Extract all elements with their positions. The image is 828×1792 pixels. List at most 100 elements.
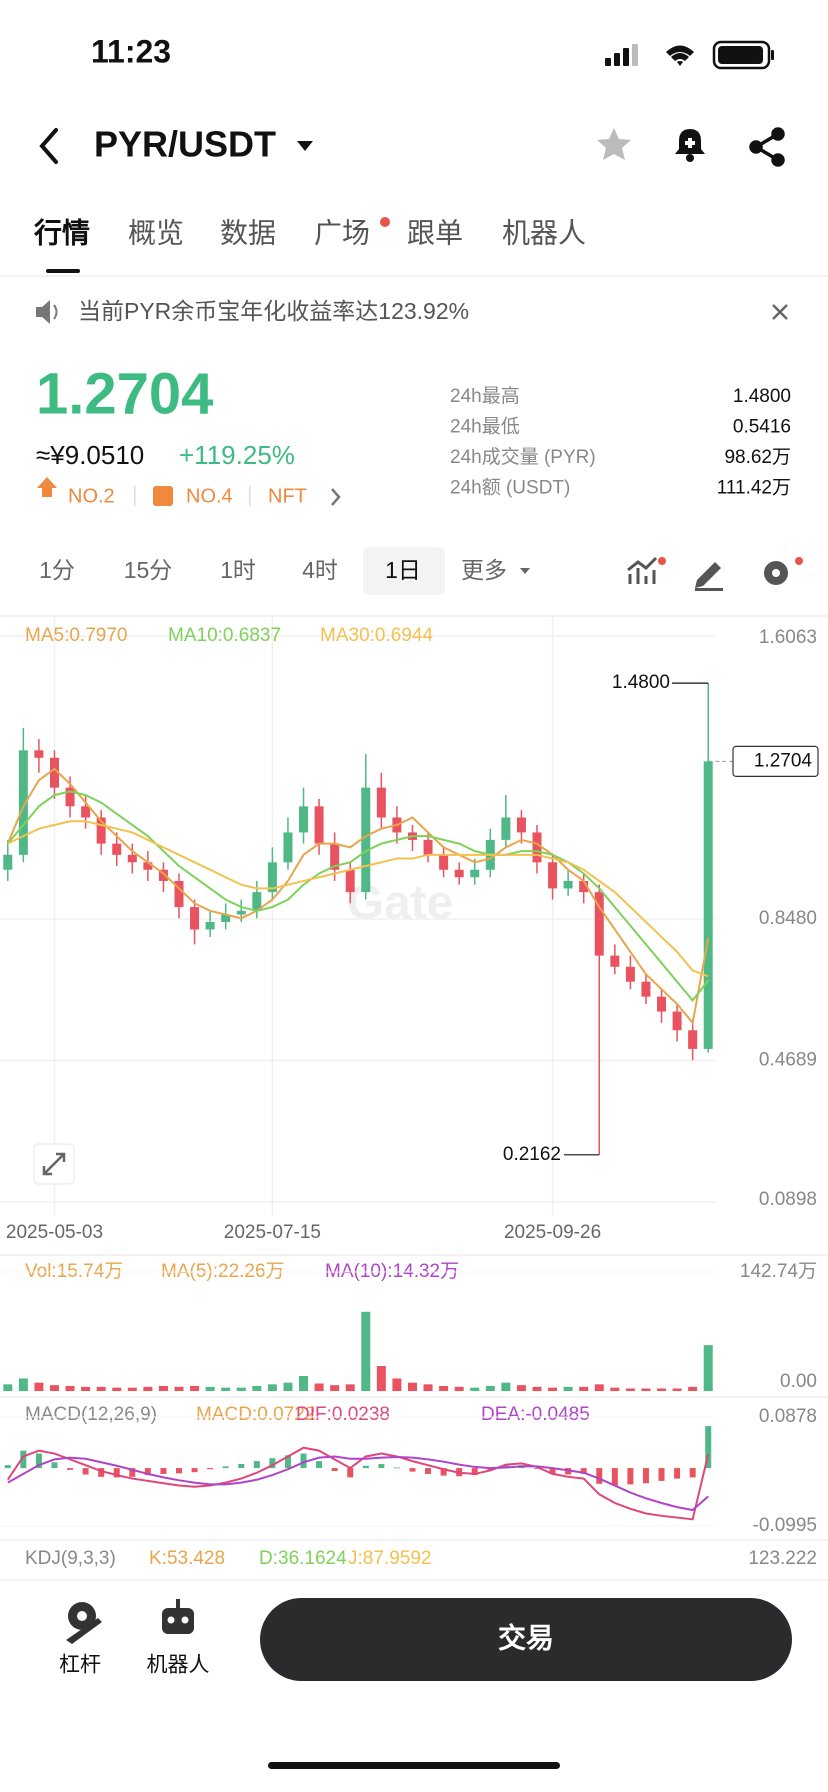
candle-body [361,787,371,893]
candle-body [423,839,433,855]
interval[interactable]: 1日 [385,557,421,583]
macd-bar [393,1467,400,1469]
trade-button-label[interactable]: 交易 [498,1621,554,1653]
interval[interactable]: 1分 [39,557,75,583]
pair-title[interactable]: PYR/USDT [94,124,276,165]
active-tab-indicator [46,269,80,273]
candle-body [252,892,262,911]
volume-bar [392,1378,402,1391]
candle-body [454,869,464,878]
volume-bar [361,1311,371,1391]
candle-body [330,843,340,870]
back-button[interactable] [39,128,58,164]
candle-body [548,862,558,889]
interval[interactable]: 4时 [302,557,338,583]
bottom-item[interactable]: 杠杆 [59,1654,101,1677]
bottom-item[interactable]: 机器人 [147,1654,210,1677]
macd-bar [440,1468,447,1476]
more-dropdown[interactable] [520,568,530,574]
legend-entry: MA5:0.7970 [25,625,127,646]
separator [249,486,251,506]
candle-body [688,1030,698,1049]
tab[interactable]: 跟单 [407,217,463,248]
badge-chevron[interactable] [331,488,341,506]
macd-bar [674,1468,681,1479]
share-icon[interactable] [749,127,785,167]
stat-value: 1.4800 [733,386,791,407]
volume-bar [641,1388,651,1391]
volume-bar [65,1385,75,1391]
ma-line [7,790,710,1002]
candle-body [641,981,651,997]
alert-icon[interactable] [675,129,705,162]
candle-body [470,869,480,878]
candle-body [516,817,526,833]
macd-bar [144,1468,151,1476]
badge[interactable]: NO.4 [186,485,233,507]
volume-bar [49,1385,59,1391]
pair-dropdown[interactable] [297,141,313,151]
trade-button[interactable] [260,1598,792,1681]
x-tick-label: 2025-07-15 [224,1222,321,1243]
volume-bar [672,1388,682,1391]
legend-entry: MA30:0.6944 [320,625,433,646]
interval[interactable]: 15分 [124,557,173,583]
divider [0,275,828,277]
macd-bar [534,1468,540,1469]
favorite-icon[interactable] [597,128,631,160]
tab[interactable]: 机器人 [502,217,586,248]
macd-bar [67,1468,74,1470]
volume-bar [18,1378,28,1391]
candle-body [703,761,713,1049]
volume-bar [532,1386,542,1391]
badge[interactable]: NFT [268,485,307,507]
volume-bar [221,1387,231,1391]
candle-body [49,757,59,788]
tab[interactable]: 数据 [220,217,276,248]
notice-text[interactable]: 当前PYR余币宝年化收益率达123.92% [78,298,469,324]
leverage-icon[interactable] [66,1602,102,1644]
interval[interactable]: 更多 [461,557,507,583]
y-tick-label: 0.0878 [759,1406,817,1427]
indicator-icon[interactable] [627,556,666,584]
macd-bar [425,1468,432,1474]
volume-bar [96,1386,106,1391]
tab[interactable]: 概览 [128,217,184,248]
tab[interactable]: 行情 [33,216,90,248]
candle-body [439,854,449,870]
notice-close[interactable] [772,304,788,320]
candle-body [299,806,309,833]
candle-body [3,854,13,870]
robot-icon[interactable] [162,1599,194,1634]
interval[interactable]: 1时 [220,557,256,583]
last-price: 1.2704 [36,361,213,426]
candle-body [34,750,44,758]
draw-icon[interactable] [695,562,723,591]
y-tick-label: 1.6063 [759,627,817,648]
volume-bar [174,1386,184,1391]
y-tick-label: 0.8480 [759,908,817,929]
macd-bar [238,1464,245,1469]
macd-bar [129,1468,136,1477]
macd-bar [191,1468,198,1473]
legend-entry: MA10:0.6837 [168,625,281,646]
macd-bar [331,1468,338,1472]
macd-bar [207,1468,214,1470]
macd-bar [82,1468,89,1475]
legend-entry: D:36.1624 [259,1548,347,1569]
tab[interactable]: 广场 [314,217,370,248]
low-label: 0.2162 [503,1144,561,1165]
y-tick-label: 0.0898 [759,1189,817,1210]
candle-body [205,922,215,930]
expand-button[interactable] [33,1143,75,1185]
y-tick-label: 123.222 [748,1548,817,1569]
y-tick-label: 0.00 [780,1371,817,1392]
macd-bar [51,1462,58,1469]
badge[interactable]: NO.2 [68,485,115,507]
candle-body [236,910,246,915]
settings-icon[interactable] [764,557,803,585]
candle-body [190,907,200,930]
candle-body [81,806,91,818]
volume-bar [3,1384,13,1391]
macd-bar [176,1468,182,1474]
